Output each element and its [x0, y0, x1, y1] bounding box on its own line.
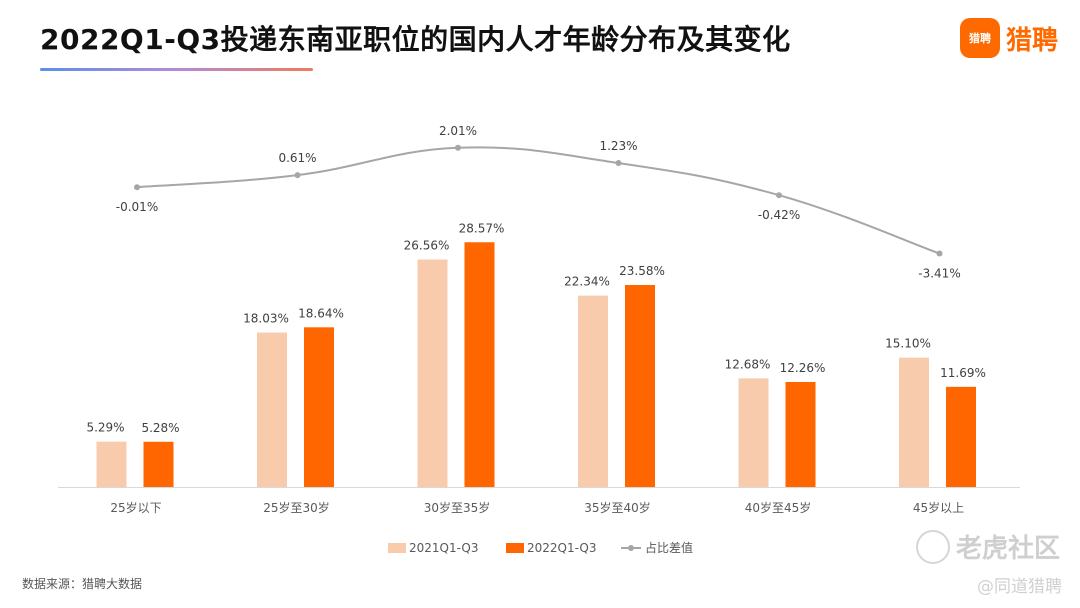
- bar-2021: [738, 378, 769, 487]
- bar-label-2022: 23.58%: [619, 264, 665, 278]
- page-title: 2022Q1-Q3投递东南亚职位的国内人才年龄分布及其变化: [40, 23, 791, 56]
- x-tick-label: 45岁以上: [913, 500, 964, 515]
- diff-label: 1.23%: [599, 139, 637, 153]
- bar-label-2021: 5.29%: [86, 421, 124, 435]
- x-tick-label: 25岁至30岁: [263, 500, 330, 515]
- legend-swatch-2021: [388, 543, 406, 553]
- title-underline: [40, 68, 313, 71]
- x-tick-label: 30岁至35岁: [424, 500, 491, 515]
- bar-label-2021: 26.56%: [404, 238, 450, 252]
- legend-swatch-2022: [506, 543, 524, 553]
- x-tick-label: 35岁至40岁: [584, 500, 651, 515]
- legend-marker-diff: [628, 545, 634, 551]
- watermark-logo-icon: [915, 529, 950, 564]
- watermark: 老虎社区: [915, 528, 1060, 565]
- legend-label-diff: 占比差值: [645, 540, 693, 555]
- bar-label-2021: 15.10%: [885, 337, 931, 351]
- diff-label: -0.42%: [758, 208, 800, 222]
- x-tick-label: 25岁以下: [110, 500, 161, 515]
- bar-label-2022: 28.57%: [459, 221, 505, 235]
- bar-2021: [899, 357, 929, 487]
- legend-label-2021: 2021Q1-Q3: [409, 541, 478, 555]
- bar-2022: [304, 327, 334, 487]
- data-source-note: 数据来源：猎聘大数据: [22, 577, 143, 591]
- bar-label-2021: 18.03%: [243, 312, 289, 326]
- diff-label: -0.01%: [116, 200, 158, 214]
- x-tick-label: 40岁至45岁: [745, 500, 812, 515]
- bar-label-2022: 12.26%: [780, 361, 826, 375]
- bar-2021: [578, 295, 608, 487]
- bar-2022: [785, 381, 816, 487]
- watermark-handle: @同道猎聘: [977, 577, 1062, 597]
- bar-label-2022: 18.64%: [298, 306, 344, 320]
- liepin-logo-text: 猎聘: [1005, 25, 1058, 56]
- bar-label-2021: 22.34%: [564, 275, 610, 289]
- bar-2021: [96, 441, 127, 487]
- liepin-logo-icon: 猎聘: [959, 18, 1000, 58]
- diff-point: [776, 192, 782, 199]
- diff-point: [615, 160, 622, 167]
- bar-2022: [625, 284, 655, 487]
- legend-label-2022: 2022Q1-Q3: [527, 541, 596, 555]
- diff-point: [134, 184, 140, 191]
- bar-2022: [143, 441, 174, 487]
- bar-2022: [464, 242, 495, 487]
- bar-label-2022: 5.28%: [141, 421, 179, 435]
- liepin-logo: 猎聘 猎聘: [959, 18, 1058, 58]
- diff-point: [936, 250, 943, 257]
- bar-2021: [417, 259, 448, 487]
- diff-line: [136, 146, 940, 255]
- watermark-text: 老虎社区: [955, 534, 1060, 564]
- bar-label-2021: 12.68%: [725, 357, 771, 371]
- diff-label: 0.61%: [278, 151, 316, 165]
- bar-2021: [257, 332, 287, 487]
- diff-point: [294, 172, 301, 179]
- diff-point: [455, 144, 461, 151]
- diff-label: 2.01%: [439, 124, 477, 138]
- bar-2022: [946, 386, 976, 487]
- bar-label-2022: 11.69%: [940, 366, 986, 380]
- diff-label: -3.41%: [918, 266, 960, 280]
